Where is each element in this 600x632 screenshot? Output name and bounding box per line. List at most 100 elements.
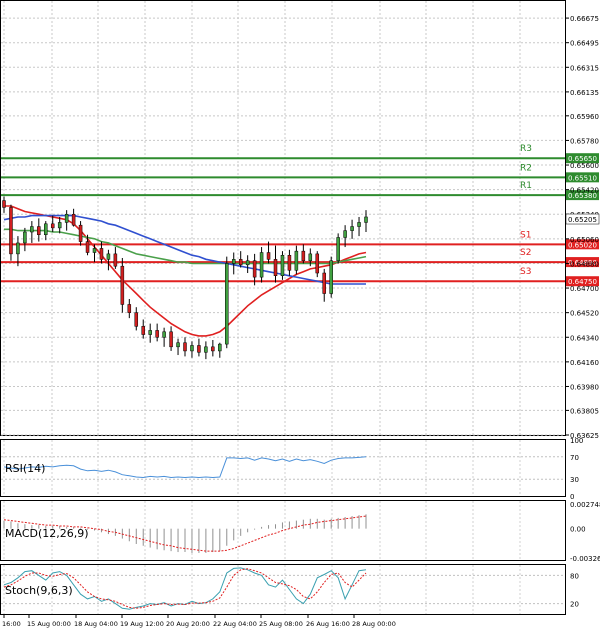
price-tick-label: 0.65060 xyxy=(570,236,599,244)
time-tick-label: 20 Aug 20:00 xyxy=(166,620,210,628)
level-label-s2: S2 xyxy=(520,248,531,258)
level-price-box xyxy=(566,257,599,268)
candle-up xyxy=(294,250,299,271)
candle-down xyxy=(197,345,201,353)
rsi-line xyxy=(3,456,367,479)
price-tick-label: 0.64520 xyxy=(570,310,599,318)
candle-up xyxy=(343,230,347,238)
level-price-box xyxy=(566,153,599,164)
macd-indicator: MACD(12,26,9) 0.002748 0.00 -0.003263 xyxy=(3,501,600,563)
candle-down xyxy=(155,330,159,338)
level-price-box xyxy=(566,276,599,287)
candle-down xyxy=(134,312,139,327)
candle-down xyxy=(169,331,173,348)
level-price-label: 0.65650 xyxy=(568,155,597,163)
level-label-r3: R3 xyxy=(520,144,532,154)
stoch-tick-label: 20 xyxy=(570,601,579,609)
level-price-label: 0.65510 xyxy=(568,174,597,182)
time-tick-label: 26 Aug 16:00 xyxy=(306,620,350,628)
candle-up xyxy=(190,345,194,352)
macd-panel xyxy=(0,500,566,561)
candle-up xyxy=(16,242,20,255)
candle-down xyxy=(141,326,145,335)
candle-down xyxy=(2,200,6,208)
time-tick-label: 25 Aug 08:00 xyxy=(259,620,303,628)
candle-up xyxy=(364,216,368,223)
candle-up xyxy=(336,237,340,261)
price-tick-label: 0.65420 xyxy=(570,187,599,195)
stoch-label: Stoch(9,6,3) xyxy=(5,584,73,597)
time-tick-label: 18 Aug 04:00 xyxy=(74,620,118,628)
candle-up xyxy=(231,259,236,264)
candle-up xyxy=(357,222,361,227)
candle-down xyxy=(71,213,76,226)
price-tick-label: 0.66315 xyxy=(570,64,599,72)
candle-down xyxy=(37,226,41,235)
level-price-box xyxy=(566,190,599,201)
stoch-tick-label: 80 xyxy=(570,572,579,580)
candle-up xyxy=(350,226,354,231)
level-price-label: 0.65020 xyxy=(568,241,597,249)
candle-up xyxy=(148,330,152,335)
candle-down xyxy=(9,207,13,255)
candle-down xyxy=(50,223,55,229)
moving-averages xyxy=(3,205,367,337)
candle-up xyxy=(218,343,222,352)
level-label-s1: S1 xyxy=(520,230,531,240)
candle-down xyxy=(315,253,320,274)
level-price-label: 0.64890 xyxy=(568,259,597,267)
current-price-label: 0.65205 xyxy=(568,216,597,224)
candle-down xyxy=(301,250,306,261)
candle-up xyxy=(57,222,62,229)
ma-slow-line xyxy=(3,214,366,285)
candle-down xyxy=(238,259,243,266)
candle-down xyxy=(211,346,215,352)
macd-tick-label: 0.00 xyxy=(570,526,586,534)
stoch-panel xyxy=(0,564,566,615)
candle-up xyxy=(162,331,166,338)
rsi-indicator: RSI(14) 100 70 30 0 xyxy=(1,437,583,501)
level-price-box xyxy=(566,239,599,250)
candle-up xyxy=(23,231,27,244)
candle-up xyxy=(92,248,97,253)
price-tick-label: 0.66135 xyxy=(570,89,599,97)
price-tick-label: 0.64700 xyxy=(570,285,599,293)
candle-down xyxy=(273,259,278,277)
current-price-box xyxy=(565,213,600,225)
candle-down xyxy=(127,304,132,313)
candle-down xyxy=(266,252,271,260)
candle-up xyxy=(30,226,34,233)
time-tick-label: 19 Aug 12:00 xyxy=(120,620,164,628)
time-tick-label: 22 Aug 04:00 xyxy=(213,620,257,628)
price-axis: 0.66675 0.66495 0.66315 0.66135 0.65960 0.657… xyxy=(565,15,600,440)
candle-down xyxy=(113,253,118,267)
rsi-label: RSI(14) xyxy=(5,462,45,475)
candle-up xyxy=(280,254,285,277)
price-tick-label: 0.63805 xyxy=(570,407,599,415)
main-panel xyxy=(0,0,566,436)
ma-fast-line xyxy=(4,205,367,337)
price-tick-label: 0.65960 xyxy=(570,113,599,121)
price-tick-label: 0.64340 xyxy=(570,334,599,342)
level-label-r2: R2 xyxy=(520,163,532,173)
rsi-tick-label: 0 xyxy=(570,493,574,501)
price-tick-label: 0.63980 xyxy=(570,383,599,391)
candle-down xyxy=(120,265,125,305)
candles xyxy=(2,196,368,360)
rsi-tick-label: 70 xyxy=(570,454,579,462)
candle-up xyxy=(245,260,250,266)
candle-up xyxy=(329,260,333,294)
stoch-d-line xyxy=(3,568,367,609)
rsi-tick-label: 30 xyxy=(570,476,579,484)
time-tick-label: 16:00 xyxy=(2,620,21,628)
level-label-s3: S3 xyxy=(520,267,531,277)
time-tick-label: 15 Aug 00:00 xyxy=(27,620,71,628)
level-price-box xyxy=(566,172,599,183)
candle-down xyxy=(322,272,326,294)
rsi-tick-label: 100 xyxy=(570,437,583,445)
macd-label: MACD(12,26,9) xyxy=(5,527,89,540)
candle-up xyxy=(64,213,69,223)
candle-down xyxy=(78,224,83,242)
candle-down xyxy=(99,248,104,260)
